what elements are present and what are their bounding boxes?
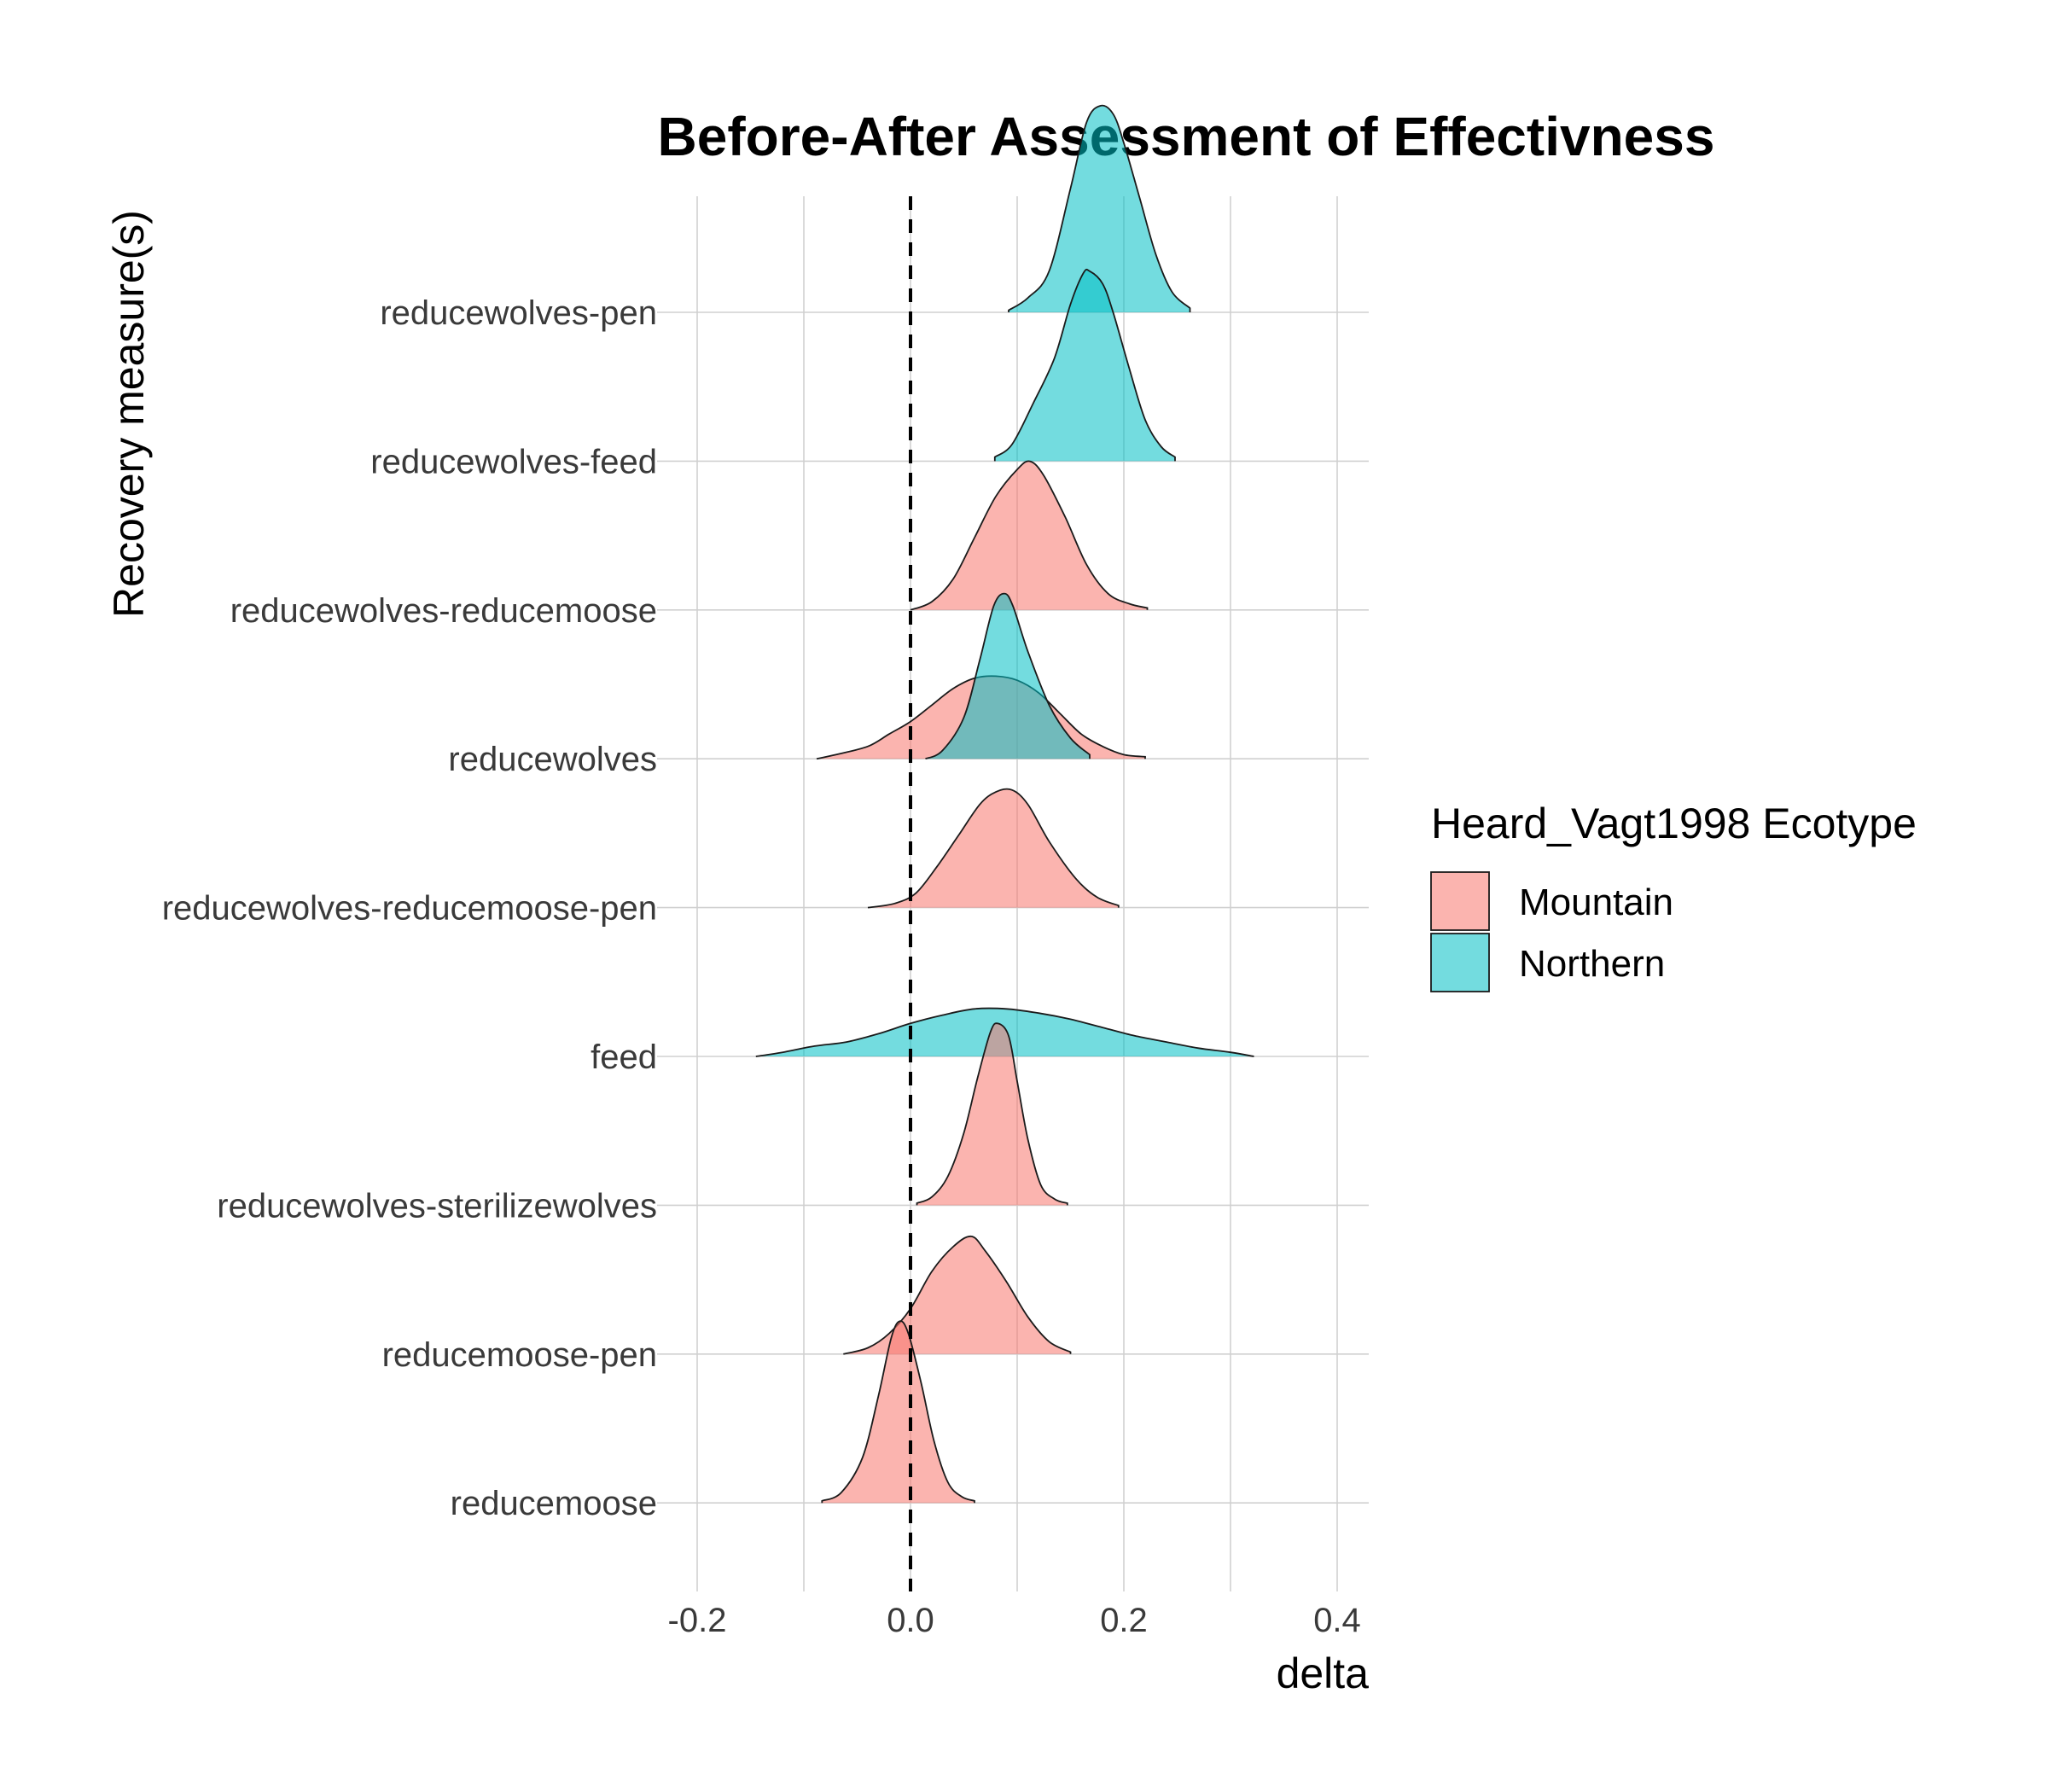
ridge-reducemoose-pen-mountain: [843, 1235, 1072, 1355]
y-tick-label: feed: [591, 1039, 657, 1076]
legend-swatch-mountain: [1430, 871, 1490, 931]
legend-label-northern: Northern: [1519, 943, 1665, 985]
x-tick-label: -0.2: [668, 1602, 727, 1639]
ridge-reducewolves-reducemoose-pen-mountain: [867, 788, 1120, 909]
x-tick-labels: -0.2 0.0 0.2 0.4: [668, 1602, 1361, 1639]
y-axis-title: Recovery measure(s): [105, 210, 153, 618]
ridge-reducewolves-reducemoose-mountain: [910, 460, 1149, 611]
y-tick-label: reducewolves-reducemoose-pen: [162, 890, 657, 928]
ridge-reducewolves-feed-northern: [993, 268, 1176, 462]
legend-label-mountain: Mountain: [1519, 881, 1673, 923]
y-tick-label: reducemoose-pen: [382, 1336, 657, 1374]
legend-swatch-northern: [1430, 933, 1490, 992]
y-tick-label: reducemoose: [451, 1485, 657, 1522]
x-tick-label: 0.4: [1313, 1602, 1361, 1639]
ridge-reducewolves-northern: [925, 592, 1091, 760]
y-tick-label: reducewolves-feed: [370, 443, 657, 480]
density-ridges: [755, 104, 1254, 1504]
legend-title: Heard_Vagt1998 Ecotype: [1431, 800, 1917, 847]
y-tick-labels: reducewolves-pen reducewolves-feed reducew…: [162, 294, 657, 1522]
y-tick-label: reducewolves-reducemoose: [230, 592, 657, 630]
ridge-reducemoose-mountain: [821, 1320, 975, 1504]
legend: Heard_Vagt1998 Ecotype Mountain Northern: [1430, 800, 1917, 992]
x-tick-label: 0.0: [887, 1602, 934, 1639]
y-tick-label: reducewolves-pen: [380, 294, 657, 332]
x-tick-label: 0.2: [1100, 1602, 1148, 1639]
ridge-reducewolves-sterilizewolves-mountain: [916, 1022, 1068, 1206]
y-tick-label: reducewolves-sterilizewolves: [217, 1187, 657, 1225]
x-axis-title: delta: [1277, 1649, 1370, 1697]
y-tick-label: reducewolves: [448, 741, 657, 778]
ridge-reducewolves-pen-northern: [1008, 104, 1191, 312]
chart-title: Before-After Assessment of Effectivness: [658, 106, 1715, 167]
